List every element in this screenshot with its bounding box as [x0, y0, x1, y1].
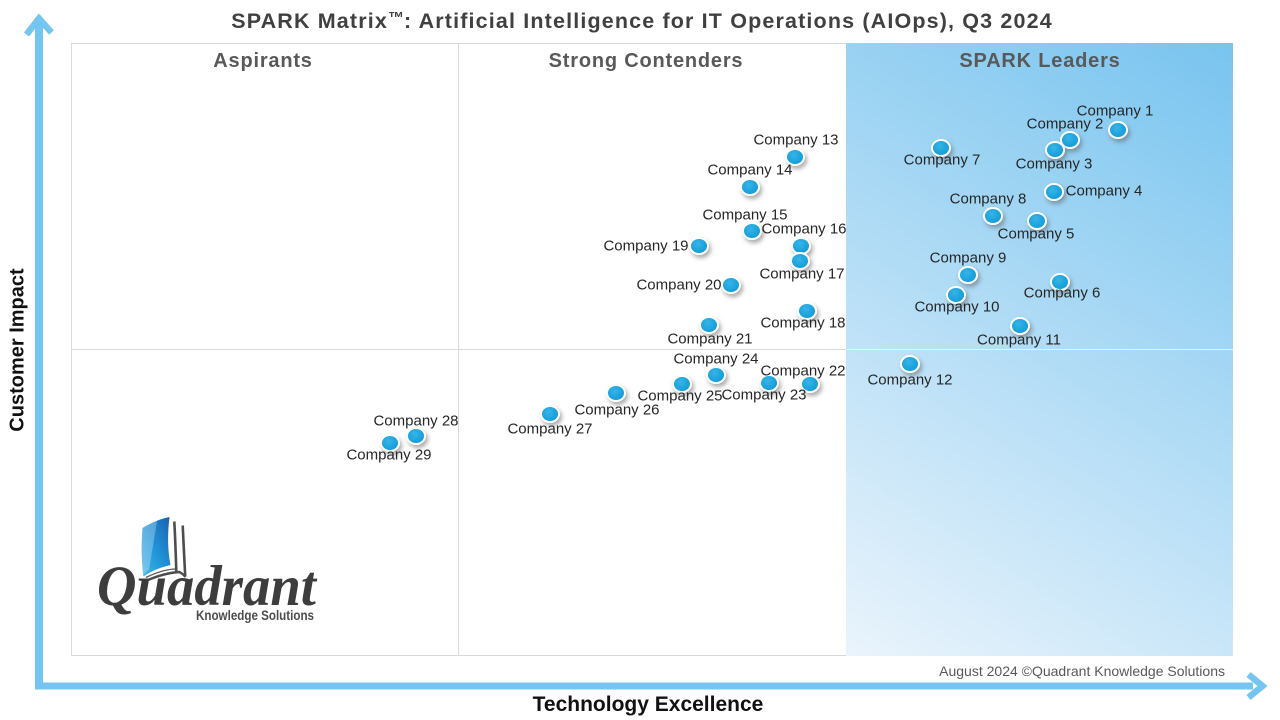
svg-text:Quadrant: Quadrant	[97, 555, 318, 618]
svg-text:Knowledge Solutions: Knowledge Solutions	[196, 608, 314, 623]
